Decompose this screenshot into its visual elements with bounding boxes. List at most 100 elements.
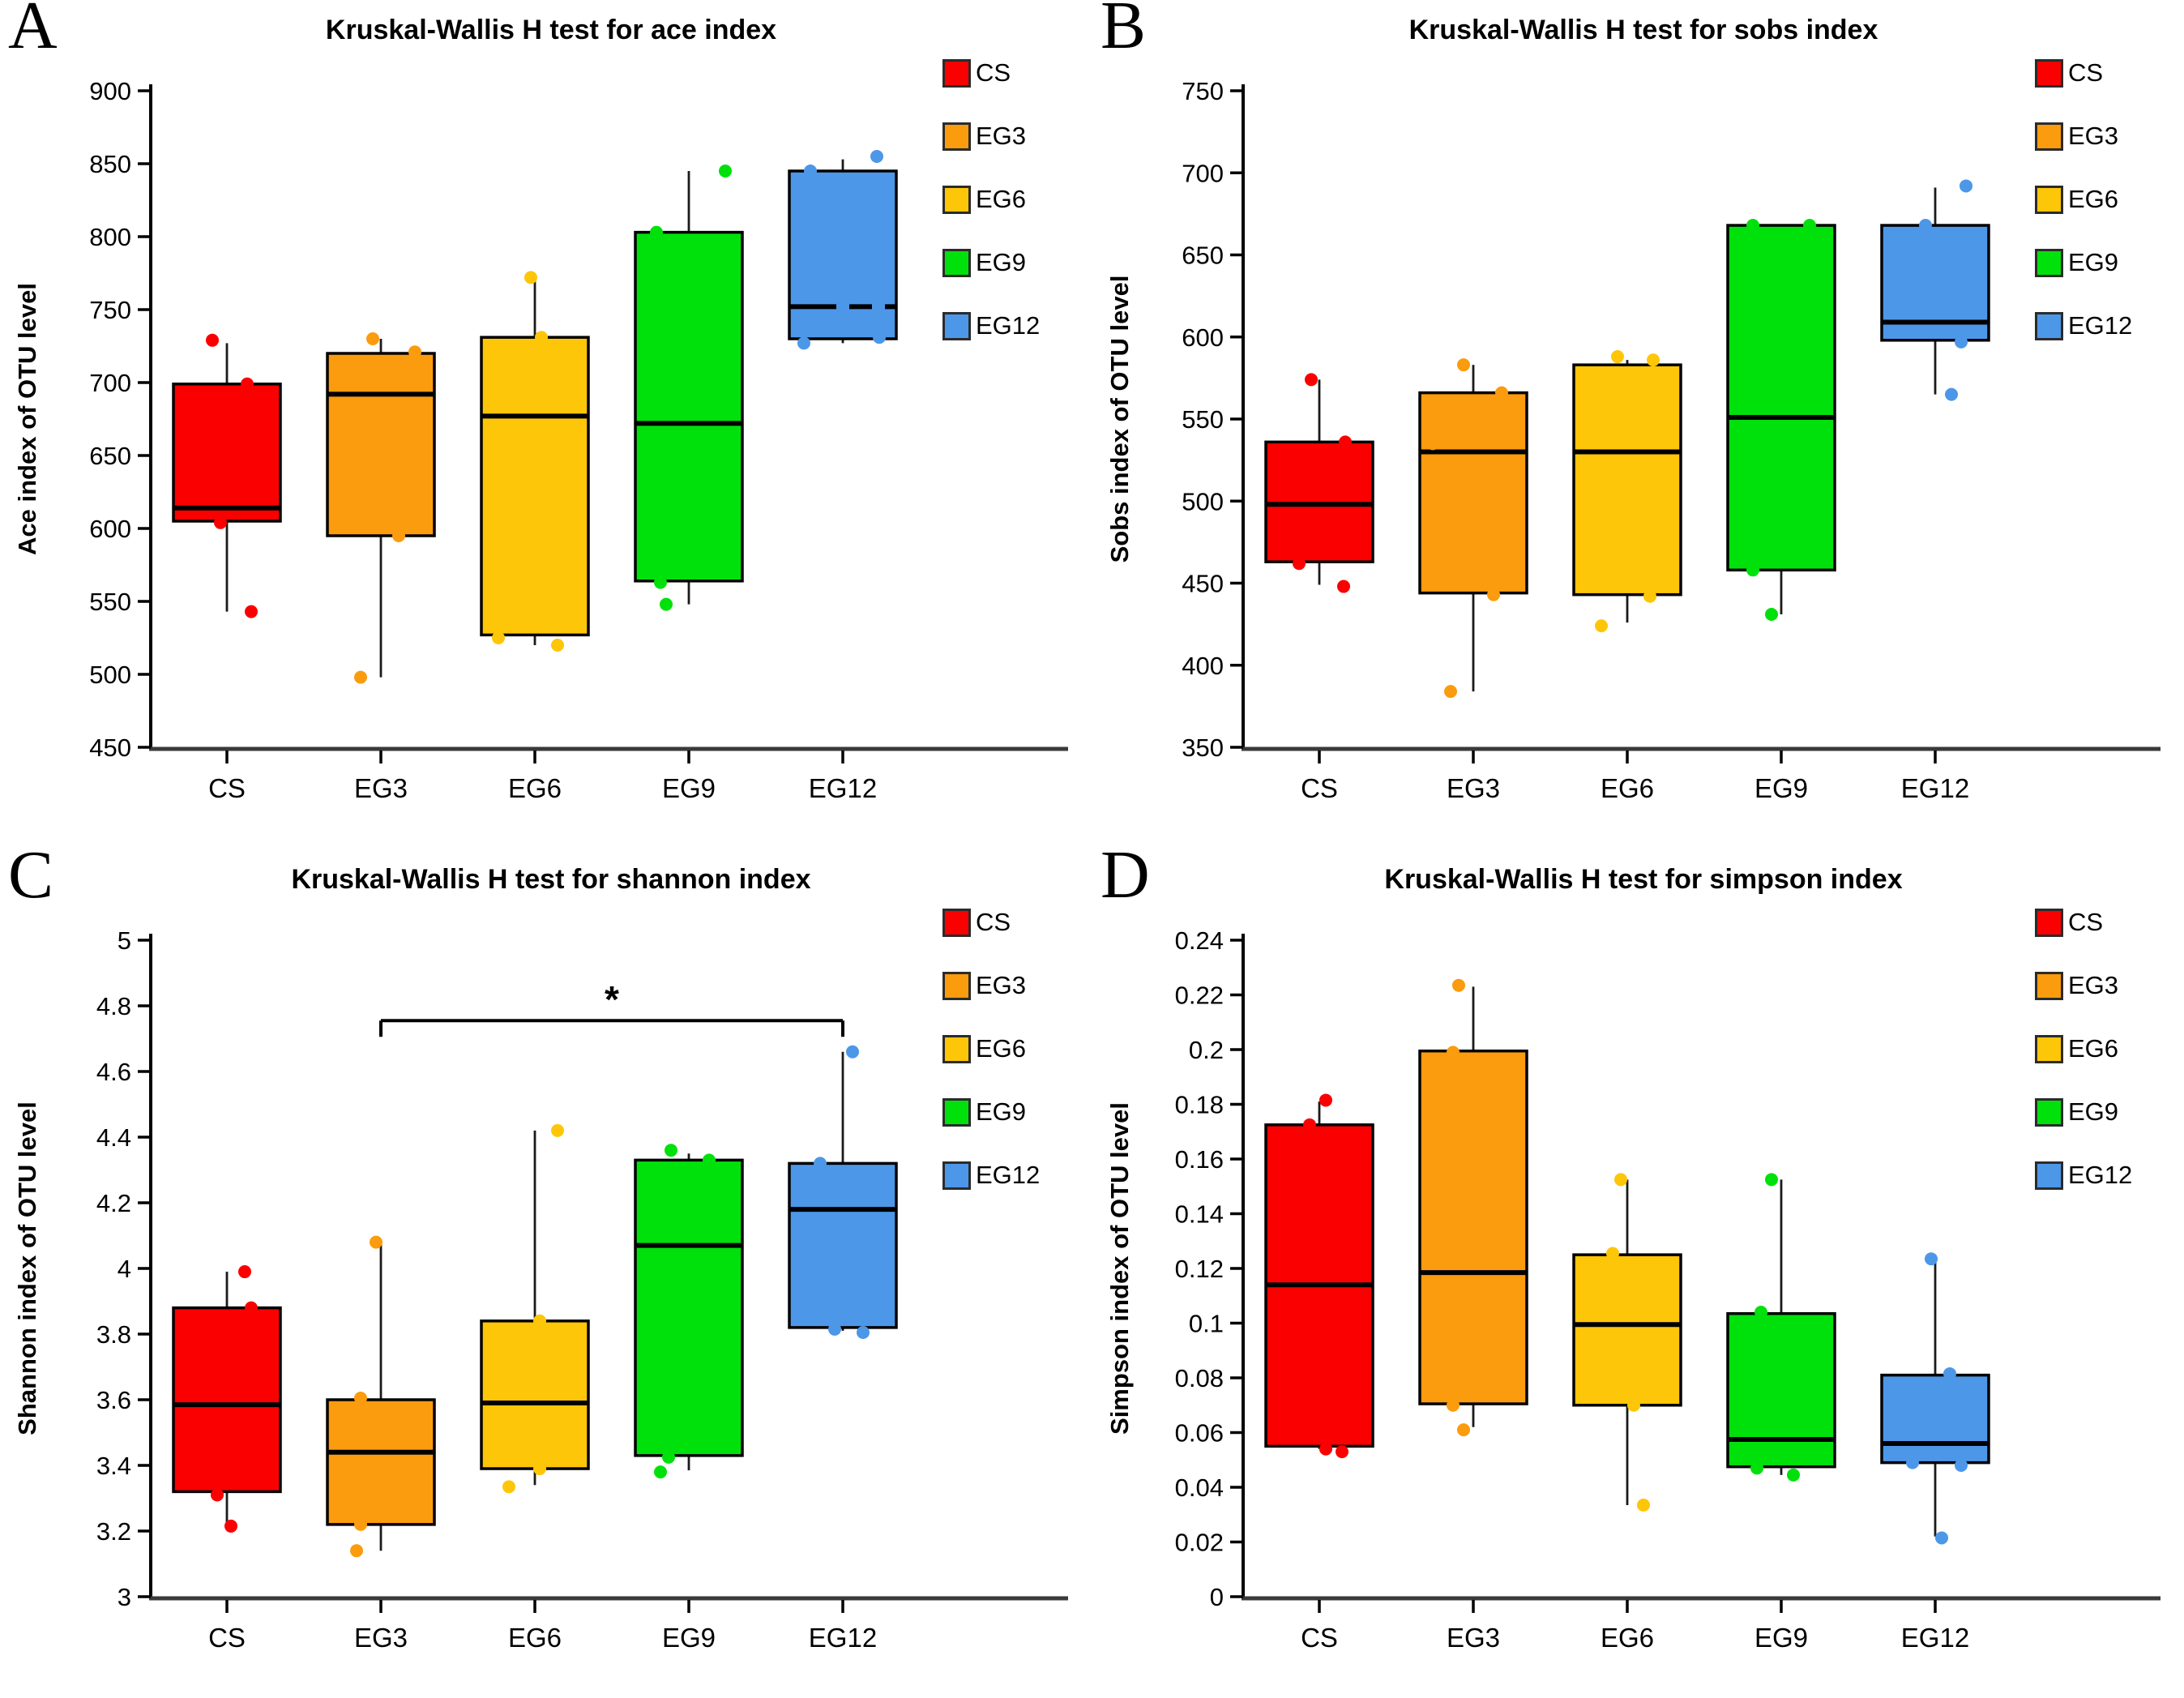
y-tick-label: 0.18 (1175, 1091, 1224, 1119)
x-axis-label: EG3 (1447, 773, 1500, 803)
legend-item-eg6: EG6 (942, 185, 1040, 214)
box-eg9 (1726, 1311, 1836, 1469)
box-cs (172, 1306, 282, 1494)
legend-label: EG6 (2068, 185, 2119, 213)
legend-label: EG6 (2068, 1034, 2119, 1063)
eg6-color-swatch (2035, 1034, 2063, 1063)
data-point (814, 1157, 827, 1170)
y-tick-label: 550 (1182, 405, 1224, 434)
data-point (1960, 179, 1972, 193)
data-point (1955, 335, 1968, 349)
y-tick-label: 500 (1182, 487, 1224, 515)
data-point (1750, 1461, 1763, 1475)
x-axis-label: EG12 (809, 1623, 877, 1653)
data-point (1495, 386, 1508, 400)
y-tick-label: 900 (89, 77, 131, 105)
y-tick-label: 750 (89, 296, 131, 324)
panel-b-title: Kruskal-Wallis H test for sobs index (1409, 15, 1878, 45)
data-point (533, 1314, 546, 1328)
x-axis-label: EG9 (1754, 773, 1808, 803)
panel-b-plot-area: 350 400 450 500 550 600 650 700 750 CS EG3 EG6 EG9 EG… (1182, 77, 2160, 803)
panel-d: D Kruskal-Wallis H test for simpson inde… (1092, 837, 2184, 1698)
data-point (366, 332, 379, 345)
legend-item-cs: CS (942, 908, 1040, 937)
eg6-color-swatch (2035, 185, 2063, 214)
x-axis-label: EG6 (1601, 773, 1654, 803)
eg9-color-swatch (942, 1097, 971, 1127)
y-tick-label: 600 (1182, 323, 1224, 352)
y-tick-label: 3 (118, 1583, 131, 1611)
y-tick-label: 700 (1182, 159, 1224, 187)
legend-label: EG9 (976, 248, 1027, 276)
data-point (551, 639, 564, 652)
data-point (1606, 1247, 1619, 1260)
legend-item-eg6: EG6 (942, 1034, 1040, 1063)
box-eg6 (480, 336, 590, 637)
eg6-color-swatch (942, 185, 971, 214)
legend-item-eg3: EG3 (2035, 971, 2132, 1000)
y-tick-label: 0.02 (1175, 1529, 1224, 1557)
eg3-color-swatch (942, 971, 971, 1000)
data-point (665, 1144, 677, 1157)
legend-label: EG9 (2068, 1097, 2119, 1126)
x-axis-label: EG12 (1901, 1623, 1969, 1653)
data-point (873, 331, 886, 344)
eg9-color-swatch (2035, 1097, 2063, 1127)
x-axis-label: EG9 (662, 773, 716, 803)
data-point (354, 1517, 367, 1531)
y-tick-label: 0.22 (1175, 982, 1224, 1010)
box-eg12 (788, 1161, 898, 1329)
data-point (1943, 1367, 1956, 1380)
data-point (1447, 1046, 1460, 1059)
panel-a-plot: Kruskal-Wallis H test for ace index Ace … (13, 15, 1068, 803)
box-eg6 (1572, 363, 1682, 597)
y-tick-label: 4 (118, 1255, 131, 1283)
legend-item-eg3: EG3 (942, 971, 1040, 1000)
panel-c-plot: Kruskal-Wallis H test for shannon index … (13, 864, 1068, 1653)
y-tick-label: 0.16 (1175, 1145, 1224, 1174)
panel-c-y-axis-title: Shannon index of OTU level (13, 1101, 41, 1435)
data-point (1447, 1398, 1460, 1412)
data-point (1906, 1456, 1919, 1469)
legend-label: EG3 (2068, 971, 2119, 999)
y-tick-label: 0.12 (1175, 1255, 1224, 1283)
box-eg9 (634, 1158, 744, 1457)
y-tick-label: 350 (1182, 734, 1224, 762)
panel-d-title: Kruskal-Wallis H test for simpson index (1384, 864, 1902, 895)
data-point (241, 377, 254, 391)
legend-label: CS (976, 58, 1011, 87)
data-point (1457, 1423, 1470, 1437)
data-point (211, 1488, 224, 1502)
eg6-color-swatch (942, 1034, 971, 1063)
data-point (354, 670, 367, 684)
data-point (354, 1391, 367, 1405)
data-point (654, 1465, 667, 1479)
data-point (206, 333, 219, 347)
legend-label: EG9 (976, 1097, 1027, 1126)
data-point (1303, 1118, 1316, 1131)
data-point (828, 1322, 841, 1336)
data-point (662, 1450, 675, 1464)
data-point (1765, 607, 1778, 621)
legend-label: CS (976, 908, 1011, 936)
data-point (1305, 373, 1318, 387)
panel-c-legend: CS EG3 EG6 EG9 EG12 (942, 908, 1040, 1190)
legend-item-cs: CS (2035, 908, 2132, 937)
x-axis-label: EG6 (508, 773, 562, 803)
data-point (1919, 219, 1932, 233)
eg12-color-swatch (942, 311, 971, 340)
x-axis-label: CS (208, 773, 246, 803)
data-point (870, 150, 883, 163)
data-point (502, 1480, 515, 1494)
panel-b: B Kruskal-Wallis H test for sobs index S… (1092, 0, 2184, 849)
legend-label: EG6 (976, 1034, 1027, 1063)
legend-item-cs: CS (2035, 58, 2132, 88)
data-point (1925, 1252, 1938, 1266)
panel-d-letter: D (1101, 837, 1150, 913)
legend-label: EG12 (976, 311, 1041, 340)
x-axis-label: CS (1301, 773, 1338, 803)
legend-label: EG3 (976, 122, 1027, 150)
data-point (797, 336, 810, 350)
y-tick-label: 0.04 (1175, 1473, 1224, 1502)
